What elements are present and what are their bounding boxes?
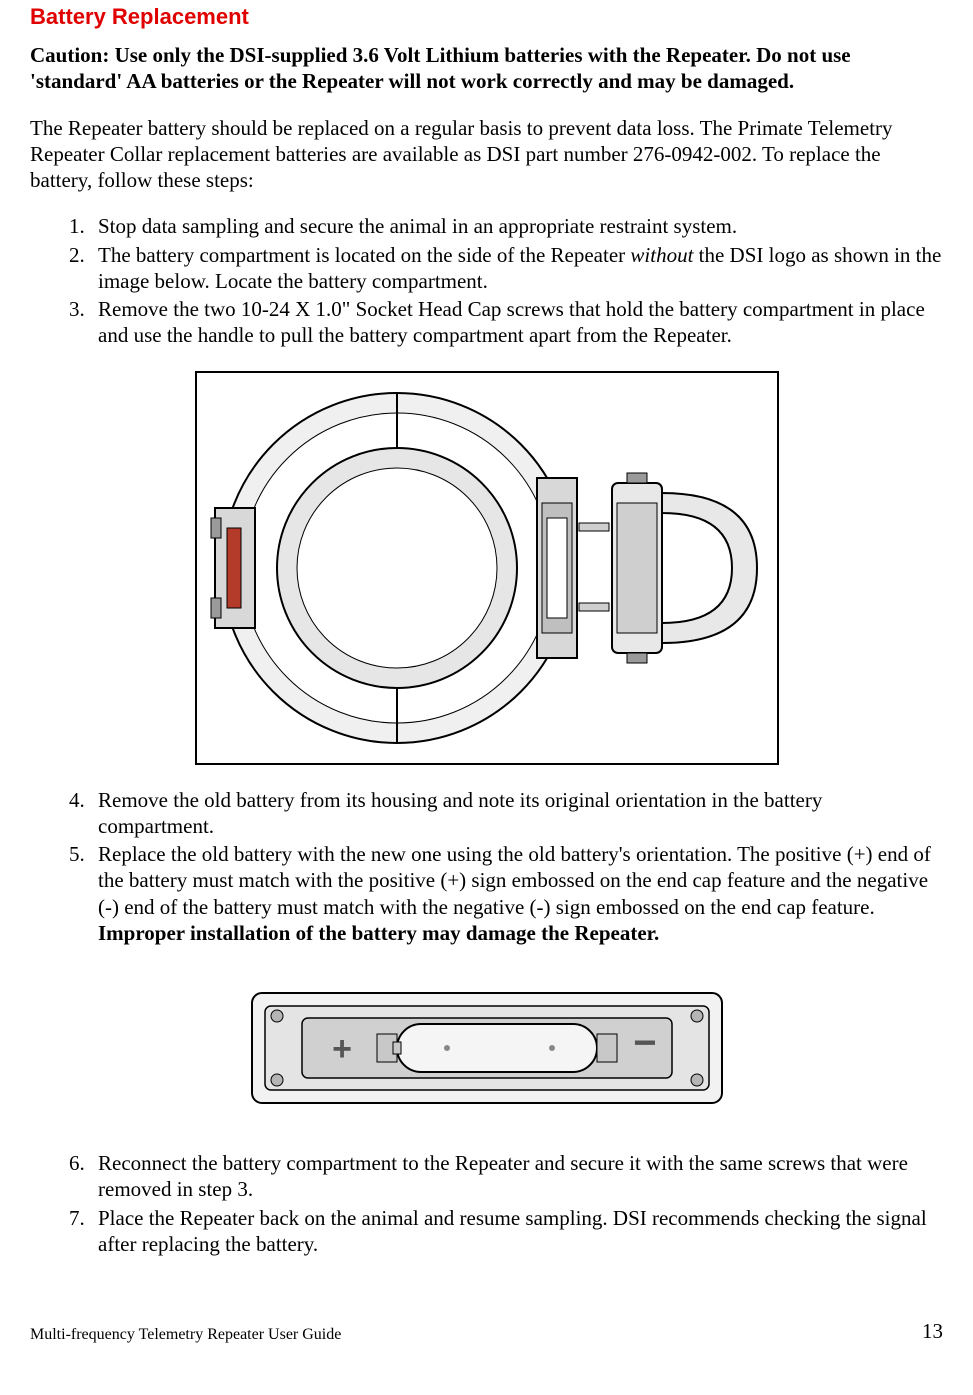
footer-doc-title: Multi-frequency Telemetry Repeater User … bbox=[30, 1326, 341, 1344]
figure-2-battery-diagram: + − bbox=[247, 968, 727, 1128]
steps-list-6to7: Reconnect the battery compartment to the… bbox=[50, 1150, 943, 1257]
step-4: Remove the old battery from its housing … bbox=[90, 787, 943, 840]
step-5-bold: Improper installation of the battery may… bbox=[98, 921, 659, 945]
step-6: Reconnect the battery compartment to the… bbox=[90, 1150, 943, 1203]
step-1: Stop data sampling and secure the animal… bbox=[90, 213, 943, 239]
step-5-part-a: Replace the old battery with the new one… bbox=[98, 842, 931, 919]
footer-page-number: 13 bbox=[922, 1319, 943, 1344]
page-footer: Multi-frequency Telemetry Repeater User … bbox=[0, 1259, 973, 1354]
steps-list-1to3: Stop data sampling and secure the animal… bbox=[50, 213, 943, 348]
intro-paragraph: The Repeater battery should be replaced … bbox=[30, 115, 943, 194]
figure-1-repeater-diagram bbox=[195, 371, 779, 765]
step-2-part-a: The battery compartment is located on th… bbox=[98, 243, 630, 267]
figure-1-container bbox=[30, 371, 943, 765]
figure-2-container: + − bbox=[30, 968, 943, 1128]
caution-paragraph: Caution: Use only the DSI-supplied 3.6 V… bbox=[30, 42, 943, 95]
section-heading: Battery Replacement bbox=[30, 4, 943, 30]
step-2: The battery compartment is located on th… bbox=[90, 242, 943, 295]
step-2-italic: without bbox=[630, 243, 693, 267]
svg-text:−: − bbox=[633, 1021, 656, 1065]
step-7: Place the Repeater back on the animal an… bbox=[90, 1205, 943, 1258]
steps-list-4to5: Remove the old battery from its housing … bbox=[50, 787, 943, 947]
svg-text:+: + bbox=[332, 1030, 352, 1068]
step-3: Remove the two 10-24 X 1.0" Socket Head … bbox=[90, 296, 943, 349]
step-5: Replace the old battery with the new one… bbox=[90, 841, 943, 946]
